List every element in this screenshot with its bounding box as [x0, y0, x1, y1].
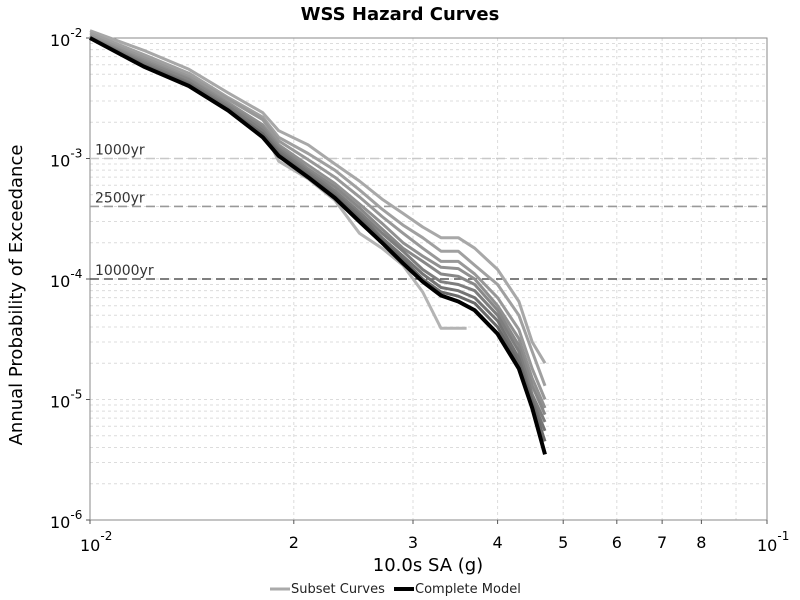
legend-label-complete: Complete Model — [415, 582, 521, 597]
y-tick-label: 10-2 — [50, 26, 82, 50]
x-tick-label: 5 — [558, 533, 568, 552]
x-tick-label: 6 — [612, 533, 622, 552]
reference-line-label: 10000yr — [95, 263, 154, 279]
reference-line-label: 2500yr — [95, 190, 145, 206]
subset-curve-line — [89, 34, 547, 401]
x-tick-label: 10-2 — [80, 529, 112, 555]
grid — [89, 38, 768, 521]
legend: Subset Curves Complete Model — [270, 582, 521, 597]
y-tick-label: 10-3 — [50, 147, 82, 171]
y-tick-label: 10-5 — [50, 388, 82, 412]
complete-model-line — [89, 36, 547, 455]
x-tick-label: 4 — [493, 533, 503, 552]
y-ticks: 10-2 10-3 10-4 10-5 10-6 — [50, 26, 90, 532]
x-axis-label: 10.0s SA (g) — [373, 555, 483, 576]
y-tick-label: 10-6 — [50, 508, 82, 532]
subset-curve-line — [89, 29, 547, 364]
series-group — [89, 29, 547, 455]
subset-curve-line — [89, 36, 547, 423]
subset-curve-line — [89, 36, 547, 416]
x-ticks: 10-2 2 3 4 5 6 7 8 10-1 — [80, 520, 789, 555]
x-tick-label: 3 — [408, 533, 418, 552]
x-tick-label: 10-1 — [757, 529, 789, 555]
subset-curve-line — [89, 35, 547, 409]
chart-title: WSS Hazard Curves — [301, 4, 500, 25]
x-tick-label: 7 — [657, 533, 667, 552]
legend-label-subset: Subset Curves — [291, 582, 385, 597]
reference-line-label: 1000yr — [95, 143, 145, 159]
x-tick-label: 2 — [289, 533, 299, 552]
x-tick-label: 8 — [696, 533, 706, 552]
y-tick-label: 10-4 — [50, 267, 82, 291]
y-axis-label: Annual Probability of Exceedance — [6, 145, 27, 446]
